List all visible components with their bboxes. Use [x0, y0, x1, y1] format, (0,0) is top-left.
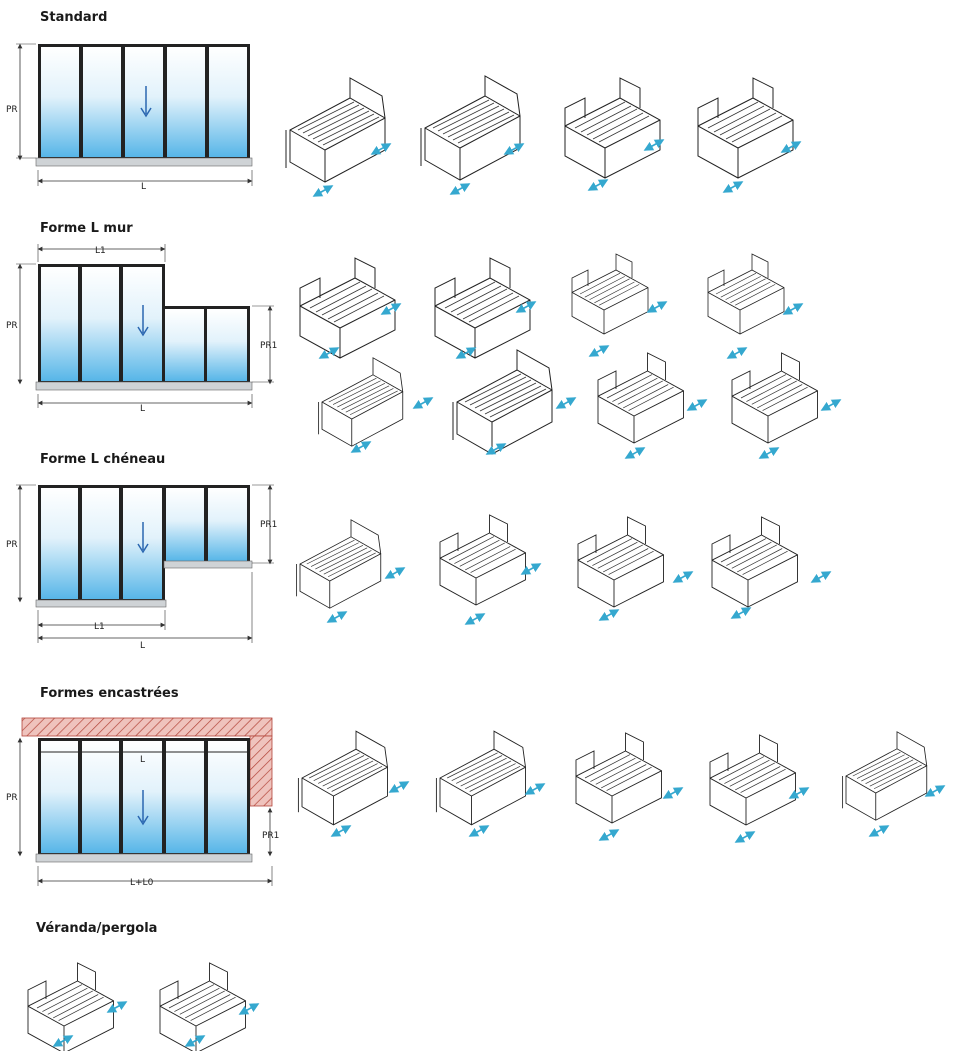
standard-variant-4	[697, 77, 800, 192]
encastrees-variant-2	[435, 730, 544, 836]
l-cheneau-width-label: L	[140, 641, 145, 651]
encastrees-height-part-label: PR1	[262, 831, 279, 841]
l-mur-height-part-label: PR1	[260, 341, 277, 351]
section-title-veranda-pergola: Véranda/pergola	[36, 921, 158, 936]
l-mur-variant-2	[434, 257, 535, 358]
l-cheneau-variant-2	[439, 514, 540, 624]
encastrees-inner-width-label: L	[140, 755, 145, 765]
l-mur-variants	[299, 253, 840, 458]
encastrees-variant-4	[709, 734, 808, 842]
l-mur-width-label: L	[140, 404, 145, 414]
standard-variants	[285, 75, 800, 196]
l-cheneau-elevation	[16, 484, 274, 643]
l-mur-variant-6	[452, 349, 575, 454]
encastrees-variant-3	[575, 732, 682, 840]
veranda-variant-1	[27, 962, 126, 1051]
section-title-formes-encastrees: Formes encastrées	[40, 686, 179, 701]
standard-width-label: L	[141, 182, 146, 192]
section-title-forme-l-cheneau: Forme L chéneau	[40, 452, 166, 467]
l-mur-variant-3	[571, 253, 666, 356]
encastrees-variants	[297, 730, 944, 842]
standard-elevation	[16, 43, 253, 186]
veranda-variant-2	[159, 962, 258, 1051]
l-cheneau-variant-4	[711, 516, 830, 618]
l-mur-variant-1	[299, 257, 400, 358]
encastrees-width-label: L+L0	[130, 878, 154, 888]
encastrees-height-label: PR	[6, 793, 18, 803]
l-mur-elevation	[16, 244, 274, 408]
l-mur-width-part-label: L1	[95, 246, 106, 256]
l-cheneau-height-part-label: PR1	[260, 520, 277, 530]
section-title-standard: Standard	[40, 10, 108, 25]
encastrees-variant-1	[297, 730, 408, 836]
encastrees-variant-5	[842, 731, 944, 836]
standard-variant-1	[285, 77, 390, 196]
l-cheneau-variant-1	[296, 519, 404, 622]
l-mur-variant-7	[597, 352, 706, 458]
standard-variant-2	[420, 75, 523, 194]
standard-height-label: PR	[6, 105, 18, 115]
l-mur-variant-4	[707, 253, 802, 358]
l-mur-height-label: PR	[6, 321, 18, 331]
l-cheneau-width-part-label: L1	[94, 622, 105, 632]
standard-variant-3	[564, 77, 663, 190]
l-mur-variant-8	[731, 352, 840, 458]
l-cheneau-height-label: PR	[6, 540, 18, 550]
l-cheneau-variant-3	[577, 516, 692, 620]
encastrees-elevation	[17, 717, 273, 886]
l-mur-variant-5	[318, 357, 432, 452]
l-cheneau-variants	[296, 514, 830, 624]
section-title-forme-l-mur: Forme L mur	[40, 221, 133, 236]
veranda-variants	[27, 962, 258, 1051]
